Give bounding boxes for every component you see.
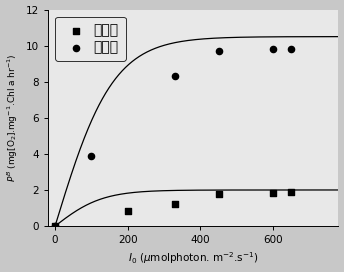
X-axis label: $I_0$ ($\mu$molphoton. m$^{-2}$.s$^{-1}$): $I_0$ ($\mu$molphoton. m$^{-2}$.s$^{-1}$… <box>128 251 258 267</box>
附生藻 <box>216 191 221 196</box>
附生藻 <box>125 209 130 213</box>
浮游藻 <box>172 74 178 79</box>
Y-axis label: $P^B$ (mg[O$_2$].mg$^{-1}$.Chl a hr$^{-1}$): $P^B$ (mg[O$_2$].mg$^{-1}$.Chl a hr$^{-1… <box>6 54 20 182</box>
浮游藻 <box>52 224 58 228</box>
附生藻 <box>172 201 178 206</box>
Legend: 附生藻, 浮游藻: 附生藻, 浮游藻 <box>55 17 126 61</box>
附生藻 <box>289 190 294 194</box>
浮游藻 <box>216 49 221 53</box>
浮游藻 <box>270 47 276 51</box>
浮游藻 <box>289 47 294 51</box>
附生藻 <box>270 190 276 195</box>
浮游藻 <box>89 153 94 158</box>
附生藻 <box>52 224 58 228</box>
